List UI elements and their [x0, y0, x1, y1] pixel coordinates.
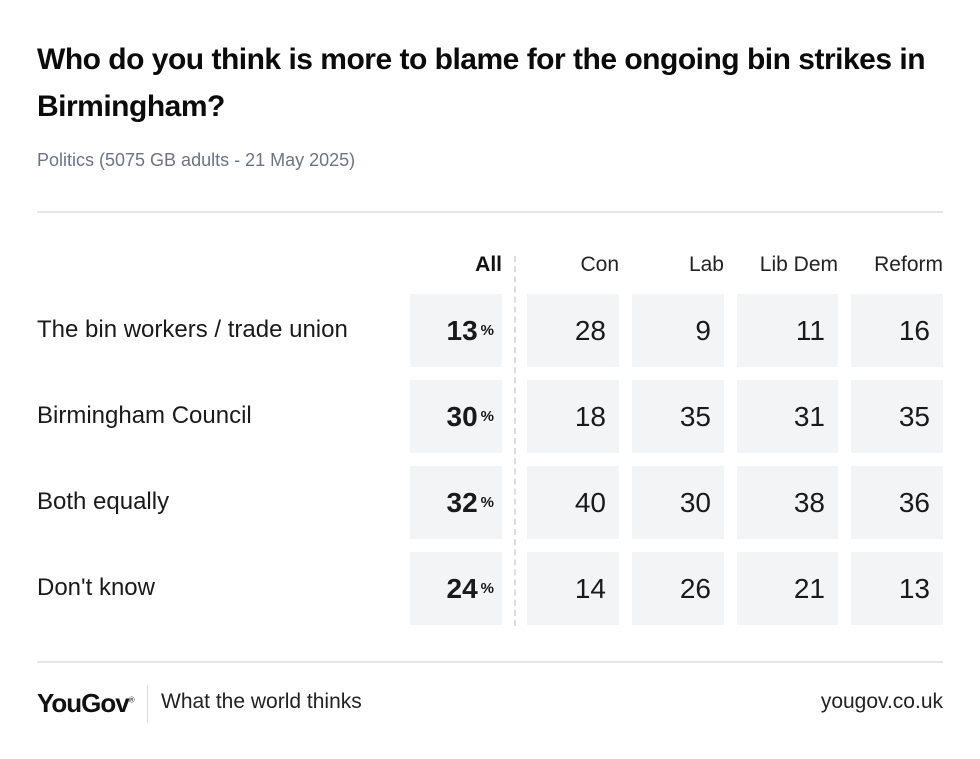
website-link[interactable]: yougov.co.uk: [820, 690, 943, 713]
cell-birmingham-council-reform: 35: [851, 380, 943, 453]
cell-birmingham-council-lab: 35: [632, 380, 724, 453]
cell-birmingham-council-lib-dem: 31: [737, 380, 838, 453]
chart-subtitle: Politics (5075 GB adults - 21 May 2025): [37, 150, 356, 170]
row-label-both-equally: Both equally: [37, 488, 170, 515]
cell-don-t-know-reform: 13: [851, 552, 943, 625]
percent-sign: %: [480, 322, 494, 339]
cell-value: 30: [679, 487, 711, 518]
cell-the-bin-workers-trade-union-con: 28: [527, 294, 619, 367]
cell-value: 21: [793, 573, 825, 604]
cell-both-equally-all: 32%: [410, 466, 502, 539]
cell-value: 11: [795, 315, 825, 346]
cell-both-equally-con: 40: [527, 466, 619, 539]
cell-value: 16: [898, 315, 930, 346]
column-header-lab: Lab: [688, 253, 724, 276]
percent-sign: %: [480, 494, 494, 511]
cell-value: 18: [574, 401, 606, 432]
cell-value: 32: [446, 487, 478, 518]
cell-the-bin-workers-trade-union-lib-dem: 11: [737, 294, 838, 367]
cell-value: 35: [679, 401, 711, 432]
cell-both-equally-reform: 36: [851, 466, 943, 539]
cell-value: 13: [898, 573, 930, 604]
cell-the-bin-workers-trade-union-all: 13%: [410, 294, 502, 367]
logo-text: YouGov: [37, 688, 130, 718]
cell-value: 28: [574, 315, 606, 346]
cell-birmingham-council-all: 30%: [410, 380, 502, 453]
column-header-reform: Reform: [874, 253, 943, 276]
column-header-lib-dem: Lib Dem: [759, 253, 838, 276]
cell-value: 35: [898, 401, 930, 432]
tagline: What the world thinks: [161, 690, 362, 713]
column-header-all: All: [475, 253, 502, 276]
cell-the-bin-workers-trade-union-reform: 16: [851, 294, 943, 367]
chart-title: Who do you think is more to blame for th…: [37, 43, 926, 123]
percent-sign: %: [480, 408, 494, 425]
cell-don-t-know-lab: 26: [632, 552, 724, 625]
percent-sign: %: [480, 580, 494, 597]
registered-mark: ®: [128, 695, 135, 705]
row-label-don-t-know: Don't know: [37, 574, 155, 601]
cell-don-t-know-all: 24%: [410, 552, 502, 625]
cell-value: 9: [695, 315, 711, 346]
cell-value: 36: [898, 487, 930, 518]
cell-value: 24: [446, 573, 478, 604]
cell-don-t-know-con: 14: [527, 552, 619, 625]
all-column-divider: [514, 256, 516, 626]
bottom-divider: [37, 661, 943, 663]
yougov-logo[interactable]: YouGov®: [37, 688, 135, 719]
cell-value: 14: [574, 573, 606, 604]
cell-don-t-know-lib-dem: 21: [737, 552, 838, 625]
cell-both-equally-lab: 30: [632, 466, 724, 539]
row-label-the-bin-workers-trade-union: The bin workers / trade union: [37, 316, 348, 343]
cell-value: 31: [793, 401, 825, 432]
top-divider: [37, 211, 943, 213]
cell-birmingham-council-con: 18: [527, 380, 619, 453]
cell-value: 13: [446, 315, 478, 346]
column-header-con: Con: [580, 253, 619, 276]
cell-value: 30: [446, 401, 478, 432]
cell-the-bin-workers-trade-union-lab: 9: [632, 294, 724, 367]
cell-value: 38: [793, 487, 825, 518]
logo-separator: [147, 685, 148, 723]
cell-value: 26: [679, 573, 711, 604]
cell-both-equally-lib-dem: 38: [737, 466, 838, 539]
row-label-birmingham-council: Birmingham Council: [37, 402, 252, 429]
cell-value: 40: [574, 487, 606, 518]
